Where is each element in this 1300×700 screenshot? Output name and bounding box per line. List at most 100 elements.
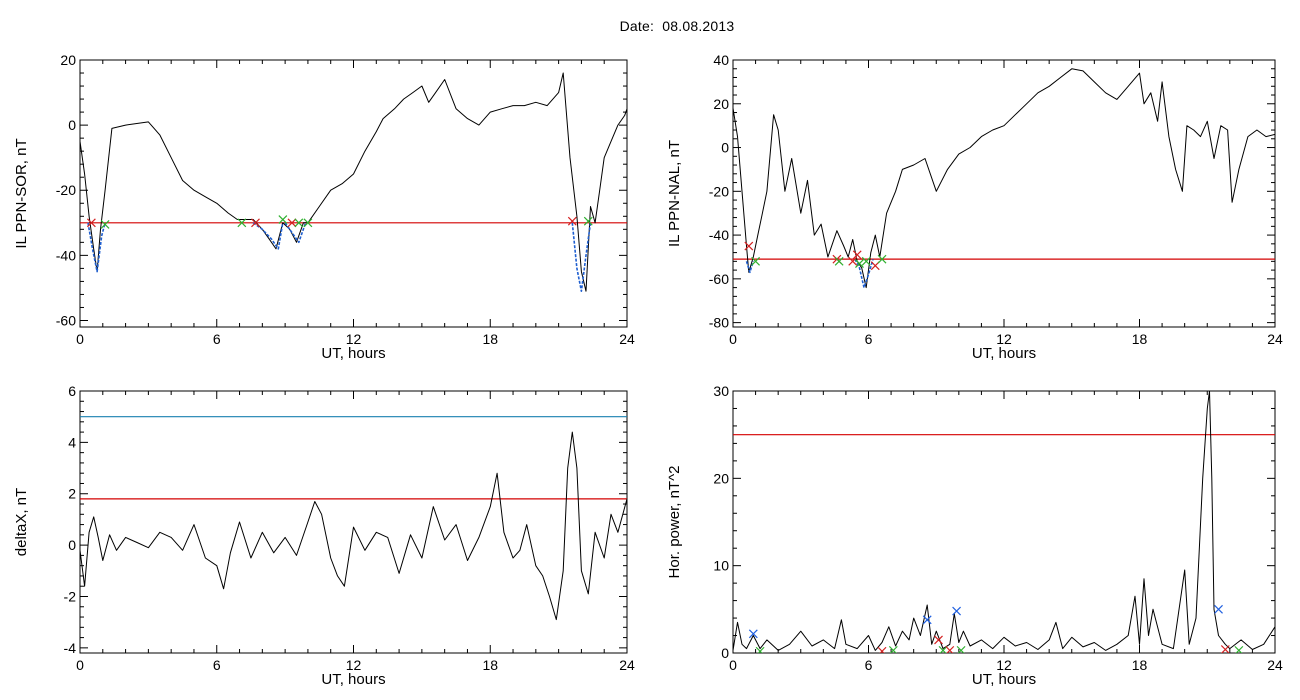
event-marker (1214, 604, 1223, 614)
plot-frame (732, 59, 1276, 328)
marker-stroke (870, 261, 880, 271)
y-tick-label: -60 (56, 312, 76, 328)
marker-stroke (848, 256, 858, 266)
x-tick-label: 0 (76, 657, 84, 673)
event-marker (287, 218, 297, 228)
event-marker (1220, 645, 1230, 653)
y-tick-label: 4 (68, 434, 76, 450)
x-axis-label: UT, hours (972, 345, 1036, 362)
y-axis-label: IL PPN-NAL, nT (666, 140, 683, 247)
highlight-segment (252, 222, 284, 250)
chart-panel-bottom-right: 0 6 12 18 24 0 10 20 30 UT, hours Hor. power, nT^2 (666, 383, 1283, 688)
x-tick-label: 12 (996, 331, 1012, 347)
y-tick-label: 20 (713, 470, 729, 486)
marker-stroke (834, 256, 844, 266)
marker-stroke (287, 218, 297, 228)
event-marker (956, 645, 966, 653)
y-tick-label: 10 (713, 558, 729, 574)
event-marker (278, 215, 288, 224)
x-tick-label: 24 (619, 331, 635, 347)
y-tick-label: 6 (68, 383, 76, 399)
x-tick-label: 0 (76, 331, 84, 347)
marker-stroke (748, 629, 758, 639)
chart-panel-top-left: 0 6 12 18 24 -60 -40 -20 0 20 UT, hours IL PPN-SOR,… (13, 52, 635, 362)
event-marker (294, 218, 304, 228)
event-marker (744, 241, 754, 251)
marker-stroke (278, 215, 288, 224)
y-tick-label: 20 (713, 96, 729, 112)
marker-stroke (100, 220, 110, 229)
marker-stroke (861, 256, 871, 266)
plot-area (733, 68, 1275, 289)
marker-stroke (879, 646, 887, 653)
y-tick-label: -80 (709, 315, 729, 331)
y-tick-label: 20 (60, 52, 76, 68)
x-tick-label: 0 (729, 331, 737, 347)
event-marker (567, 216, 577, 226)
marker-stroke (744, 241, 754, 251)
event-marker (755, 646, 765, 653)
event-marker (1234, 645, 1244, 653)
event-marker (852, 250, 862, 260)
event-marker (86, 218, 96, 228)
marker-stroke (855, 259, 864, 268)
series-line (80, 72, 627, 292)
x-tick-label: 24 (1267, 657, 1283, 673)
y-tick-label: -20 (56, 182, 76, 198)
x-tick-label: 18 (1132, 657, 1148, 673)
event-marker (748, 629, 758, 639)
event-marker (861, 256, 871, 266)
plot-frame (79, 390, 628, 654)
marker-stroke (1235, 645, 1244, 653)
y-tick-label: 2 (68, 486, 76, 502)
marker-stroke (751, 256, 761, 266)
event-marker (100, 220, 110, 229)
marker-stroke (567, 216, 577, 226)
x-tick-label: 12 (996, 657, 1012, 673)
x-tick-label: 24 (1267, 331, 1283, 347)
event-marker (938, 645, 948, 653)
marker-stroke (86, 218, 96, 228)
y-tick-label: 0 (721, 645, 729, 661)
event-marker (251, 218, 260, 228)
x-tick-label: 12 (346, 331, 362, 347)
x-tick-label: 18 (1132, 331, 1148, 347)
event-marker (952, 606, 961, 616)
y-tick-label: -2 (64, 588, 77, 604)
x-tick-label: 0 (729, 657, 737, 673)
marker-stroke (303, 218, 313, 228)
x-tick-label: 24 (619, 657, 635, 673)
x-axis-label: UT, hours (321, 345, 385, 362)
y-axis-label: deltaX, nT (13, 488, 30, 556)
marker-stroke (946, 645, 955, 653)
event-marker (922, 615, 932, 625)
event-marker (877, 646, 887, 653)
date-value: 08.08.2013 (662, 18, 735, 34)
marker-stroke (957, 645, 966, 653)
event-marker (888, 645, 898, 653)
x-tick-label: 18 (482, 331, 498, 347)
plot-area (80, 72, 627, 293)
event-marker (934, 635, 943, 645)
marker-stroke (237, 218, 247, 228)
highlight-segment (284, 222, 307, 244)
marker-stroke (889, 645, 898, 653)
y-tick-label: 0 (68, 117, 76, 133)
marker-stroke (922, 615, 932, 625)
x-tick-label: 6 (213, 331, 221, 347)
page-title: Date: 08.08.2013 (0, 18, 1300, 34)
y-axis-label: IL PPN-SOR, nT (13, 138, 30, 248)
plot-area (80, 416, 627, 621)
x-tick-label: 18 (482, 657, 498, 673)
marker-stroke (583, 216, 593, 226)
y-tick-label: -20 (709, 183, 729, 199)
marker-stroke (939, 645, 948, 653)
y-tick-label: -40 (709, 227, 729, 243)
marker-stroke (1220, 645, 1230, 653)
event-marker (870, 261, 880, 271)
y-axis-label: Hor. power, nT^2 (666, 466, 683, 579)
series-line (733, 68, 1275, 289)
highlight-segment (571, 222, 592, 293)
